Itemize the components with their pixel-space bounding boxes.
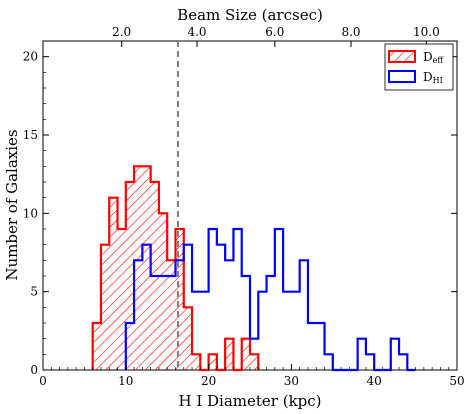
bars-layer [91, 165, 416, 372]
y-tick-label: 10 [23, 206, 38, 220]
bar [192, 354, 201, 370]
bar [175, 229, 184, 370]
top-tick-label: 10.0 [413, 25, 440, 39]
bar [100, 244, 110, 370]
top-tick-label: 2.0 [112, 25, 131, 39]
legend: Deff DHI [384, 43, 454, 91]
x-tick-label: 40 [367, 374, 382, 388]
bar [158, 213, 168, 370]
bar [167, 260, 176, 370]
top-axis-title: Beam Size (arcsec) [177, 6, 323, 24]
bar [125, 182, 135, 370]
top-tick-label: 6.0 [265, 25, 284, 39]
legend-label-dhi: DHI [423, 70, 443, 85]
y-tick-label: 5 [30, 285, 38, 299]
x-axis-title: H I Diameter (kpc) [178, 392, 321, 410]
bar [109, 197, 118, 370]
legend-swatch-deff [388, 50, 416, 63]
bar [208, 354, 217, 370]
series-outline [91, 165, 260, 372]
bar [241, 338, 250, 370]
x-tick-label: 30 [284, 374, 299, 388]
series-d-hi [124, 227, 416, 372]
y-tick-label: 0 [30, 363, 38, 377]
top-tick-label: 4.0 [187, 25, 206, 39]
x-tick-label: 20 [201, 374, 216, 388]
y-axis-title: Number of Galaxies [3, 129, 21, 280]
legend-label-deff: Deff [423, 50, 444, 65]
x-tick-label: 0 [39, 374, 47, 388]
bar [117, 229, 126, 370]
y-tick-label: 20 [23, 50, 38, 64]
ticks-layer: 0 10 20 30 40 50 0 5 10 15 20 2.0 4.0 6.0 8.0 10.0 [23, 25, 465, 388]
bar [142, 166, 151, 370]
bar [134, 166, 143, 370]
bar [225, 338, 234, 370]
bar [250, 354, 259, 370]
series-outline [124, 227, 416, 372]
bar [92, 323, 101, 370]
legend-swatch-dhi [388, 70, 416, 83]
top-tick-label: 8.0 [341, 25, 360, 39]
y-tick-label: 15 [23, 128, 38, 142]
x-tick-label: 50 [449, 374, 464, 388]
bar [183, 307, 193, 370]
x-tick-label: 10 [118, 374, 133, 388]
